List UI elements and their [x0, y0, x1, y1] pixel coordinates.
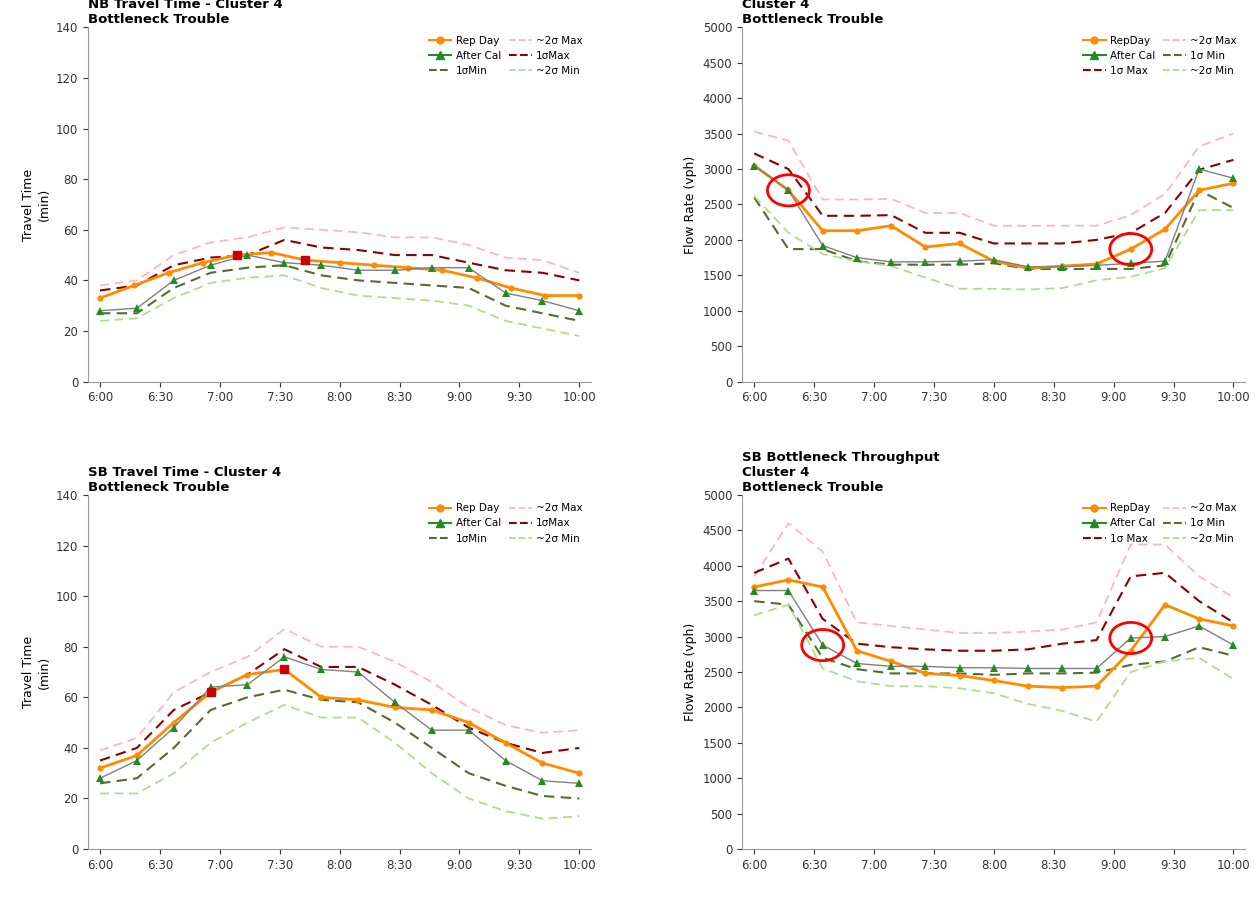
Legend: RepDay, After Cal, 1σ Max, ~2σ Max, 1σ Min, ~2σ Min: RepDay, After Cal, 1σ Max, ~2σ Max, 1σ M…	[1079, 500, 1240, 547]
Legend: RepDay, After Cal, 1σ Max, ~2σ Max, 1σ Min, ~2σ Min: RepDay, After Cal, 1σ Max, ~2σ Max, 1σ M…	[1079, 33, 1240, 79]
Y-axis label: Flow Rate (vph): Flow Rate (vph)	[684, 623, 697, 721]
Y-axis label: Travel Time
(min): Travel Time (min)	[23, 168, 50, 240]
Legend: Rep Day, After Cal, 1σMin, ~2σ Max, 1σMax, ~2σ Min: Rep Day, After Cal, 1σMin, ~2σ Max, 1σMa…	[425, 500, 586, 547]
Text: SB Travel Time - Cluster 4
Bottleneck Trouble: SB Travel Time - Cluster 4 Bottleneck Tr…	[88, 466, 282, 494]
Y-axis label: Flow Rate (vph): Flow Rate (vph)	[684, 155, 697, 254]
Text: NB Bottleneck Throughput
Cluster 4
Bottleneck Trouble: NB Bottleneck Throughput Cluster 4 Bottl…	[742, 0, 941, 26]
Legend: Rep Day, After Cal, 1σMin, ~2σ Max, 1σMax, ~2σ Min: Rep Day, After Cal, 1σMin, ~2σ Max, 1σMa…	[425, 33, 586, 79]
Text: SB Bottleneck Throughput
Cluster 4
Bottleneck Trouble: SB Bottleneck Throughput Cluster 4 Bottl…	[742, 451, 940, 494]
Y-axis label: Travel Time
(min): Travel Time (min)	[23, 636, 50, 708]
Text: NB Travel Time - Cluster 4
Bottleneck Trouble: NB Travel Time - Cluster 4 Bottleneck Tr…	[88, 0, 283, 26]
